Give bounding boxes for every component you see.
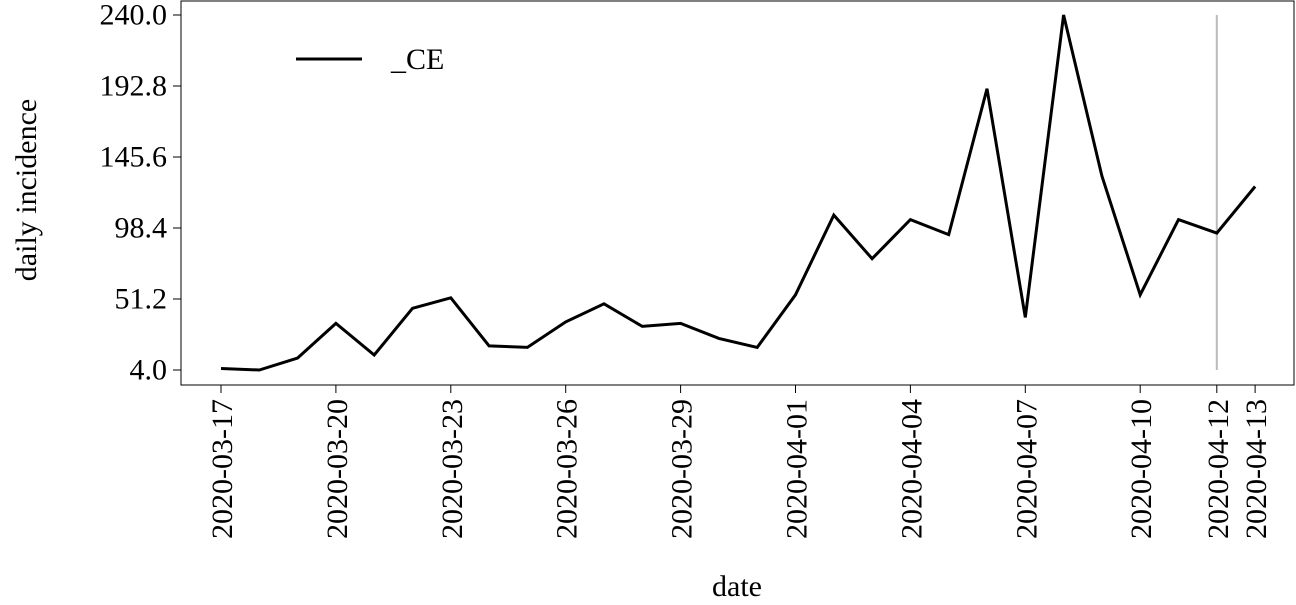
x-tick-label: 2020-03-23 <box>436 399 469 539</box>
x-tick-label: 2020-04-10 <box>1125 399 1158 539</box>
x-tick-label: 2020-03-17 <box>206 399 239 539</box>
y-tick-label: 98.4 <box>115 212 168 245</box>
y-tick-label: 145.6 <box>100 141 168 174</box>
x-axis-title: date <box>712 570 762 600</box>
x-tick-label: 2020-04-13 <box>1240 399 1273 539</box>
x-tick-label: 2020-04-12 <box>1202 399 1235 539</box>
series-line-ce <box>220 14 1257 372</box>
x-tick-label: 2020-03-20 <box>321 399 354 539</box>
x-tick-label: 2020-04-07 <box>1010 399 1043 539</box>
x-tick-label: 2020-04-01 <box>781 399 814 539</box>
legend-label: _CE <box>390 43 444 76</box>
y-axis-title: daily incidence <box>10 99 43 281</box>
y-tick-label: 51.2 <box>115 283 168 316</box>
x-tick-label: 2020-03-29 <box>666 399 699 539</box>
y-tick-label: 240.0 <box>100 0 168 32</box>
y-tick-label: 4.0 <box>130 354 168 387</box>
x-tick-label: 2020-03-26 <box>551 399 584 539</box>
x-tick-label: 2020-04-04 <box>895 399 928 539</box>
plot-frame <box>180 0 1295 386</box>
y-tick-label: 192.8 <box>100 70 168 103</box>
